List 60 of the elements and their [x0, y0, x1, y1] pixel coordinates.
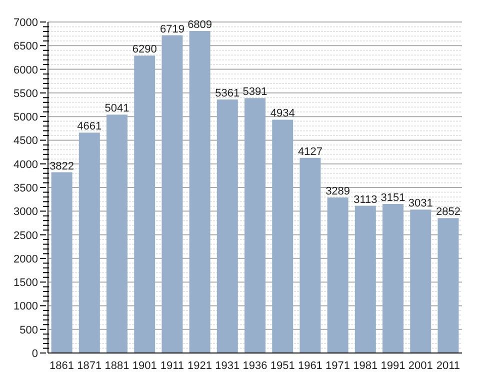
bar: [78, 132, 100, 353]
bar: [244, 98, 266, 353]
x-tick-label: 1951: [270, 360, 295, 372]
bar: [354, 206, 376, 353]
y-tick-label: 0: [32, 348, 38, 360]
x-tick-label: 1961: [298, 360, 322, 372]
bar: [106, 114, 128, 353]
x-tick-label: 1881: [104, 360, 130, 372]
y-tick-label: 2000: [14, 253, 38, 266]
data-label: 2852: [436, 206, 460, 218]
bar: [51, 172, 72, 353]
y-tick-label: 1500: [14, 277, 38, 290]
x-tick-label: 1971: [326, 360, 350, 372]
x-tick-label: 1931: [215, 360, 240, 372]
x-tick-label: 2001: [408, 360, 433, 372]
y-tick-label: 5500: [14, 88, 38, 100]
data-label: 5041: [104, 102, 130, 115]
y-tick-label: 1000: [14, 300, 38, 313]
bar: [216, 100, 238, 353]
data-label: 3822: [50, 160, 74, 172]
y-tick-label: 500: [20, 324, 38, 336]
x-tick-label: 1981: [353, 360, 378, 372]
y-tick-label: 4500: [14, 135, 38, 148]
bar: [438, 218, 459, 353]
data-label: 6809: [188, 19, 212, 32]
data-label: 3289: [326, 185, 350, 198]
y-tick-label: 3500: [14, 182, 38, 194]
bar: [382, 204, 404, 353]
bar: [410, 210, 432, 353]
y-tick-label: 6000: [14, 64, 38, 76]
bar: [189, 31, 210, 353]
bar: [162, 35, 183, 353]
x-tick-label: 1901: [132, 360, 157, 372]
y-tick-label: 7000: [14, 17, 38, 29]
data-label: 3031: [408, 198, 433, 210]
data-label: 4661: [77, 120, 102, 133]
x-tick-label: 2011: [436, 360, 460, 372]
y-tick-label: 6500: [14, 40, 38, 53]
bar: [327, 197, 348, 353]
data-label: 4934: [270, 108, 295, 120]
x-tick-label: 1871: [77, 360, 102, 372]
x-tick-label: 1991: [380, 360, 406, 372]
data-label: 6290: [132, 44, 157, 56]
y-tick-label: 2500: [14, 230, 38, 242]
y-tick-label: 5000: [14, 112, 38, 124]
bar: [300, 158, 321, 353]
bar: [134, 56, 156, 353]
x-tick-label: 1921: [188, 360, 212, 372]
y-tick-label: 3000: [14, 206, 38, 218]
data-label: 3151: [380, 192, 406, 204]
y-tick-label: 4000: [14, 158, 38, 171]
data-label: 5361: [215, 88, 240, 100]
data-label: 4127: [298, 146, 322, 158]
x-tick-label: 1911: [160, 360, 184, 372]
data-label: 5391: [242, 86, 268, 98]
data-label: 6719: [160, 23, 184, 36]
data-label: 3113: [354, 194, 378, 206]
x-tick-label: 1936: [242, 360, 268, 372]
x-tick-label: 1861: [50, 360, 74, 372]
bar: [272, 120, 294, 353]
